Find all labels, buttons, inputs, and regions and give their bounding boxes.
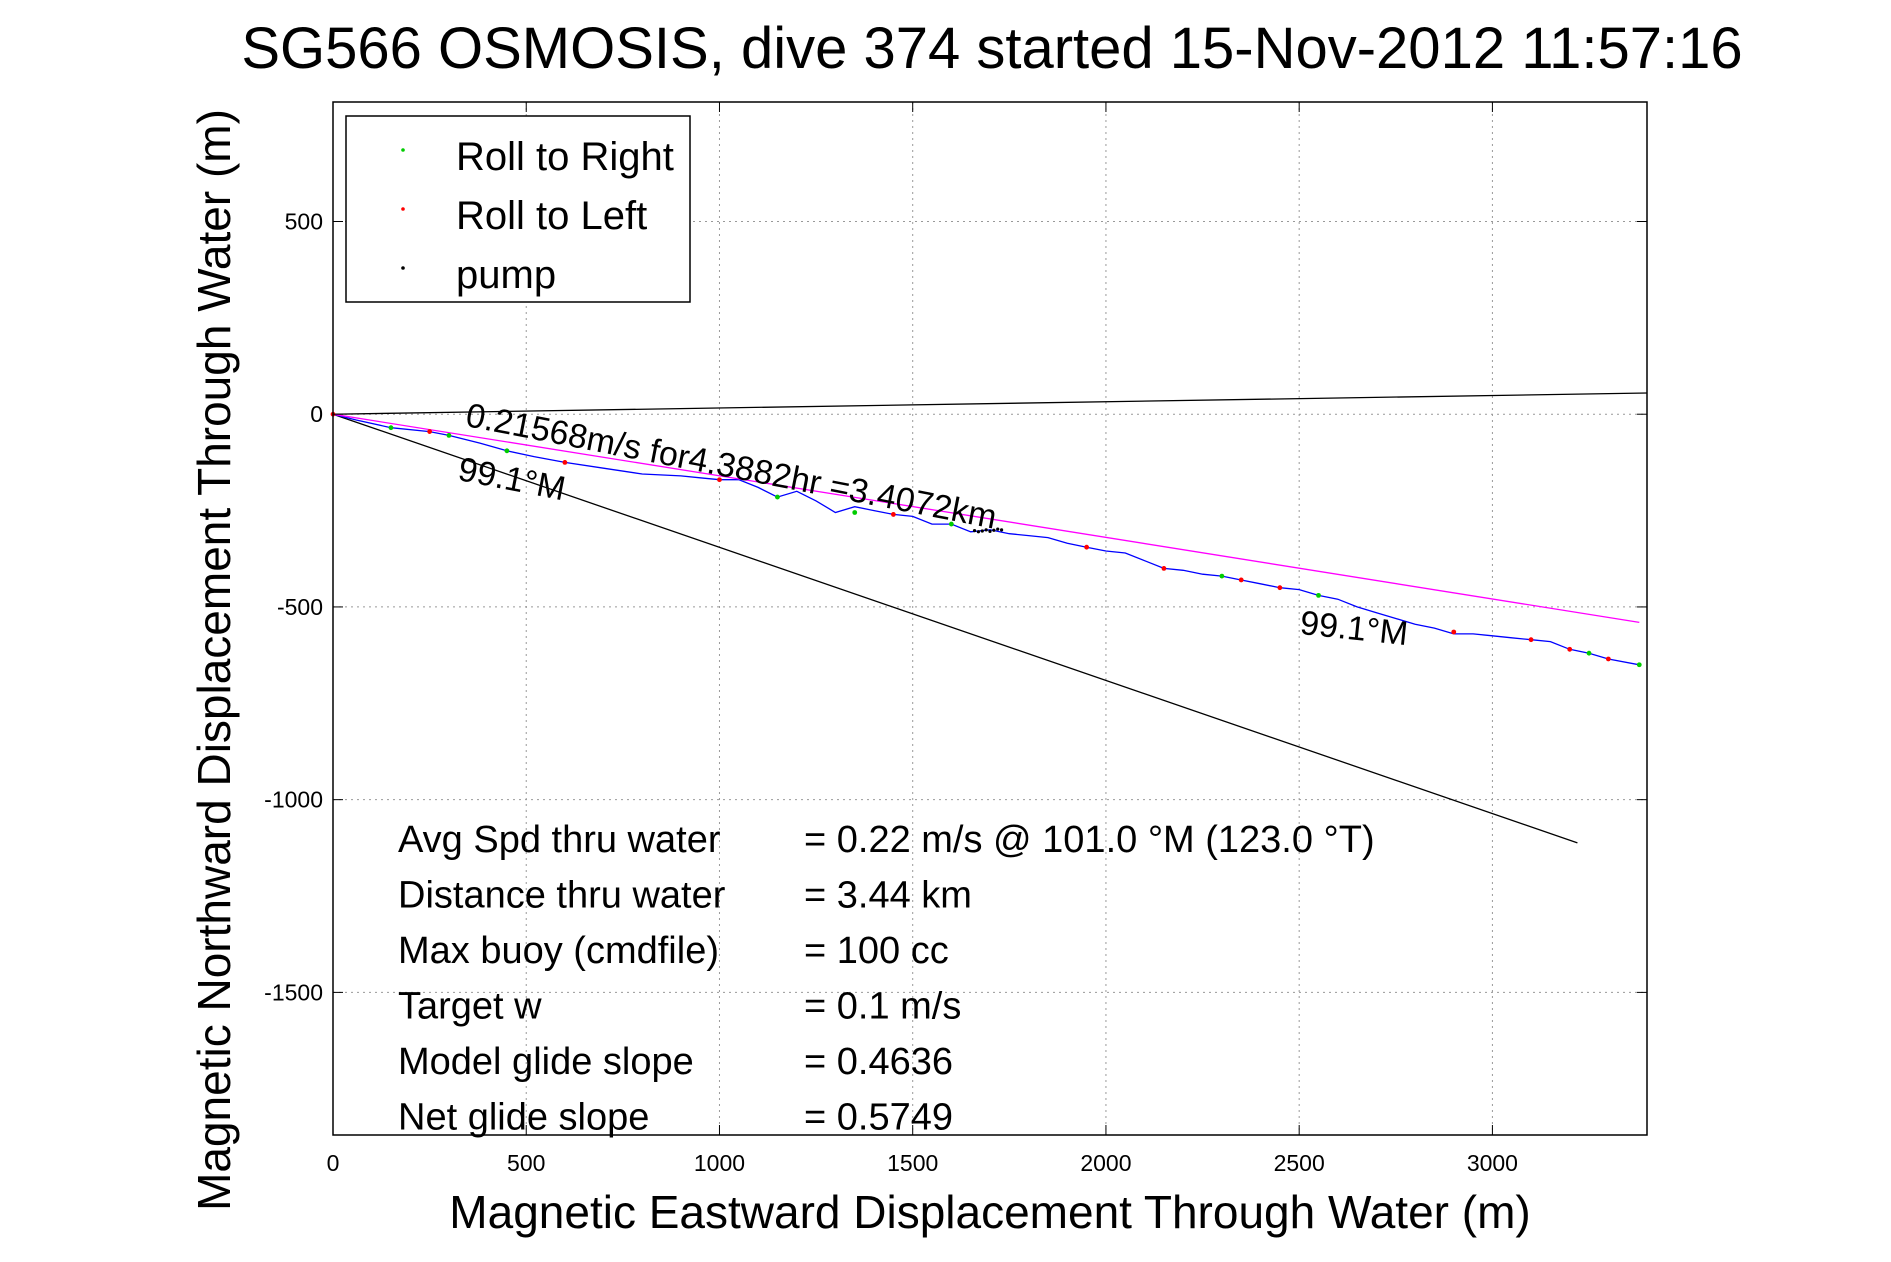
legend-label-roll-right: Roll to Right <box>456 135 674 179</box>
stat-label: Avg Spd thru water <box>398 819 721 861</box>
legend-marker-roll-left <box>401 207 405 211</box>
roll-to-right-marker <box>1636 662 1642 668</box>
roll-to-right-marker <box>388 425 394 431</box>
x-tick-label: 3000 <box>1467 1150 1518 1176</box>
roll-to-right-marker <box>775 494 780 500</box>
stat-value: = 0.1 m/s <box>804 986 961 1028</box>
pump-marker <box>996 527 1000 531</box>
pump-marker <box>999 528 1004 532</box>
stat-value: = 0.4636 <box>804 1041 953 1083</box>
x-tick-label: 1500 <box>887 1150 938 1176</box>
plot-frame <box>332 101 1648 1136</box>
pump-marker <box>984 528 988 532</box>
roll-to-right-marker <box>504 448 510 454</box>
roll-to-right-marker <box>446 433 452 438</box>
x-tick-label: 2500 <box>1274 1150 1325 1176</box>
y-tick-label: 0 <box>310 401 323 427</box>
stats-block: Avg Spd thru water = 0.22 m/s @ 101.0 °M … <box>398 819 1375 1139</box>
roll-to-right-marker <box>1316 592 1321 598</box>
legend-label-pump: pump <box>456 253 556 297</box>
y-tick-label: -500 <box>277 594 323 620</box>
roll-to-left-marker <box>562 459 568 465</box>
series-layer <box>332 392 1648 844</box>
stat-label: Net glide slope <box>398 1097 649 1139</box>
heading-reference-line <box>332 413 1578 844</box>
roll-to-right-marker <box>1586 650 1592 656</box>
roll-to-left-marker <box>1605 656 1611 662</box>
roll-to-left-marker <box>1277 585 1283 591</box>
stat-label: Model glide slope <box>398 1041 694 1083</box>
y-tick-label: -1000 <box>264 787 323 813</box>
pump-marker <box>992 528 996 532</box>
stat-value: = 0.22 m/s @ 101.0 °M (123.0 °T) <box>804 819 1375 861</box>
x-tick-label: 2000 <box>1080 1150 1131 1176</box>
roll-to-left-marker <box>1567 646 1573 652</box>
chart-title: SG566 OSMOSIS, dive 374 started 15-Nov-2… <box>241 16 1742 81</box>
roll-to-left-marker <box>1161 565 1167 571</box>
pump-marker <box>988 529 992 533</box>
roll-to-left-marker <box>427 429 433 434</box>
roll-to-right-marker <box>948 521 954 527</box>
legend-label-roll-left: Roll to Left <box>456 194 647 238</box>
stat-value: = 3.44 km <box>804 875 972 917</box>
fit-line <box>332 413 1640 624</box>
pump-marker <box>976 530 981 534</box>
x-axis-label: Magnetic Eastward Displacement Through W… <box>449 1186 1530 1238</box>
roll-to-left-marker <box>1084 544 1090 550</box>
roll-to-right-marker <box>852 510 858 515</box>
marker-layer <box>330 411 1642 668</box>
track-line <box>332 413 1640 666</box>
stat-label: Target w <box>398 986 542 1028</box>
ticks: 0 500 1000 1500 2000 2500 3000 500 0 -500 -1000 -15… <box>264 102 1647 1176</box>
stat-label: Distance thru water <box>398 875 726 917</box>
stat-label: Max buoy (cmdfile) <box>398 930 719 972</box>
x-tick-label: 0 <box>327 1150 340 1176</box>
heading-reference-line <box>332 392 1648 415</box>
roll-to-left-marker <box>890 512 896 517</box>
y-axis-label: Magnetic Northward Displacement Through … <box>188 109 240 1211</box>
stat-value: = 100 cc <box>804 930 949 972</box>
roll-to-left-marker <box>717 477 722 483</box>
pump-marker <box>980 529 984 533</box>
y-tick-label: 500 <box>285 208 323 234</box>
grid <box>333 102 1647 1135</box>
y-tick-label: -1500 <box>264 979 323 1005</box>
pump-marker <box>972 529 977 533</box>
legend: Roll to Right Roll to Left pump <box>345 115 691 303</box>
legend-marker-pump <box>401 266 405 270</box>
roll-to-left-marker <box>1238 577 1244 583</box>
stat-value: = 0.5749 <box>804 1097 953 1139</box>
x-tick-label: 1000 <box>694 1150 745 1176</box>
roll-to-left-marker <box>1528 637 1534 643</box>
roll-to-left-marker <box>1451 629 1457 635</box>
x-tick-label: 500 <box>507 1150 545 1176</box>
roll-to-right-marker <box>1219 573 1225 579</box>
legend-marker-roll-right <box>401 148 405 152</box>
